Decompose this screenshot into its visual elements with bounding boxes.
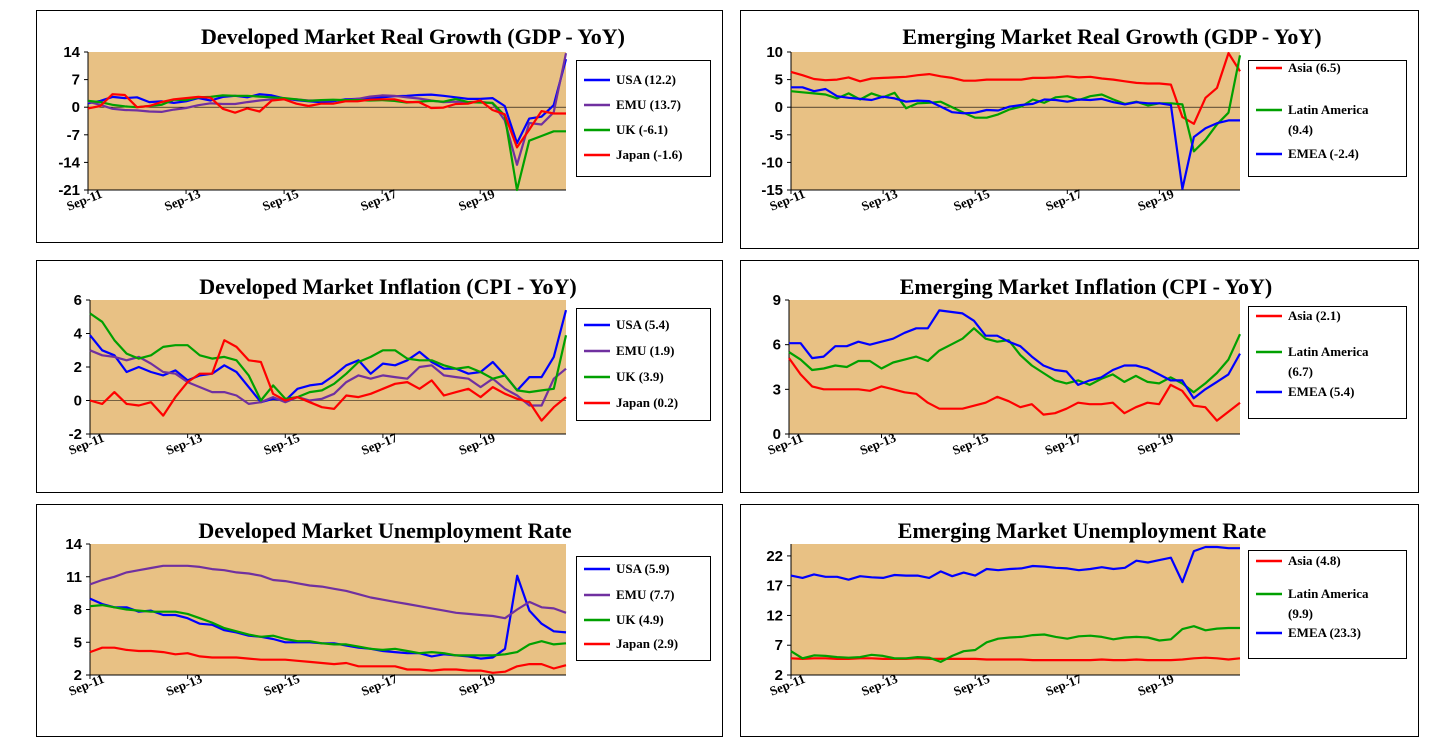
- y-tick-label: 11: [66, 569, 82, 586]
- y-tick-label: 14: [63, 44, 80, 61]
- legend-label: Asia (4.8): [1288, 553, 1341, 568]
- y-tick-label: 22: [766, 548, 783, 565]
- y-tick-label: -14: [58, 154, 80, 171]
- chart-title: Developed Market Inflation (CPI - YoY): [199, 274, 576, 299]
- series-line-1: [790, 656, 1241, 662]
- y-tick-label: 9: [773, 292, 781, 309]
- chart-title: Developed Market Real Growth (GDP - YoY): [201, 24, 625, 49]
- y-tick-label: -5: [770, 127, 783, 144]
- y-tick-label: 7: [72, 72, 80, 89]
- y-tick-label: 10: [766, 44, 783, 61]
- legend-label: Japan (2.9): [616, 636, 678, 651]
- chart-title: Emerging Market Real Growth (GDP - YoY): [902, 24, 1321, 49]
- y-tick-label: 8: [74, 602, 82, 619]
- y-tick-label: 3: [773, 381, 781, 398]
- chart-panel-3: Developed Market Inflation (CPI - YoY) 6 4…: [36, 260, 723, 493]
- legend-label: USA (5.9): [616, 561, 669, 576]
- y-tick-label: 2: [74, 359, 82, 376]
- legend-label: Latin America (6.7): [1288, 344, 1369, 379]
- series-line-3: [89, 312, 568, 402]
- legend-label: EMU (7.7): [616, 587, 675, 602]
- series-line-2: [788, 327, 1242, 394]
- chart-panel-2: Emerging Market Real Growth (GDP - YoY) 1…: [740, 10, 1419, 249]
- series-line-3: [790, 545, 1240, 584]
- legend-label: EMEA (5.4): [1288, 384, 1354, 399]
- y-tick-label: 0: [74, 393, 82, 410]
- y-tick-label: 5: [775, 72, 783, 89]
- plot-area: [789, 300, 1240, 434]
- legend-label: Japan (-1.6): [616, 147, 682, 162]
- legend-box: [1248, 60, 1407, 177]
- y-tick-label: 12: [766, 607, 783, 624]
- series-line-1: [790, 51, 1241, 125]
- y-tick-label: -7: [67, 127, 80, 144]
- series-line-2: [790, 625, 1240, 664]
- legend-label: EMU (13.7): [616, 97, 681, 112]
- y-tick-label: 4: [74, 326, 83, 343]
- y-tick-label: 17: [766, 578, 783, 595]
- chart-panel-4: Emerging Market Inflation (CPI - YoY) 9 6 3…: [740, 260, 1419, 493]
- legend-label: Asia (2.1): [1288, 308, 1341, 323]
- chart-panel-6: Emerging Market Unemployment Rate 22 17 12 7…: [740, 504, 1419, 737]
- legend-label: EMEA (-2.4): [1288, 146, 1359, 161]
- plot-area: [88, 52, 566, 190]
- chart-title: Emerging Market Unemployment Rate: [898, 518, 1267, 543]
- plot-area: [791, 544, 1240, 675]
- y-tick-label: 2: [775, 667, 783, 684]
- y-tick-label: 6: [74, 292, 82, 309]
- series-line-1: [788, 357, 1241, 422]
- series-line-4: [89, 646, 567, 674]
- series-line-2: [89, 564, 567, 620]
- legend-label: Asia (6.5): [1288, 60, 1341, 75]
- legend-label: USA (5.4): [616, 317, 669, 332]
- chart-title: Developed Market Unemployment Rate: [198, 518, 572, 543]
- legend-label: Latin America (9.9): [1288, 586, 1369, 621]
- chart-title: Emerging Market Inflation (CPI - YoY): [900, 274, 1273, 299]
- series-line-3: [791, 86, 1240, 190]
- y-tick-label: 0: [773, 426, 781, 443]
- legend-label: Japan (0.2): [616, 395, 678, 410]
- y-tick-label: 6: [773, 337, 781, 354]
- series-line-3: [789, 309, 1241, 400]
- legend-label: Latin America (9.4): [1288, 102, 1369, 137]
- y-tick-label: -10: [761, 154, 783, 171]
- series-line-4: [89, 339, 567, 422]
- y-tick-label: 5: [74, 634, 82, 651]
- series-line-2: [89, 349, 567, 407]
- y-tick-label: -15: [761, 182, 783, 199]
- legend-label: UK (-6.1): [616, 122, 668, 137]
- y-tick-label: -21: [58, 182, 80, 199]
- plot-area: [791, 52, 1240, 190]
- legend-label: USA (12.2): [616, 72, 676, 87]
- legend-label: UK (4.9): [616, 612, 664, 627]
- series-line-3: [89, 603, 567, 657]
- y-tick-label: 7: [775, 637, 783, 654]
- legend-box: [1248, 306, 1407, 419]
- series-line-3: [87, 94, 566, 192]
- legend-label: EMU (1.9): [616, 343, 675, 358]
- y-tick-label: -2: [69, 426, 82, 443]
- y-tick-label: 2: [74, 667, 82, 684]
- legend-label: EMEA (23.3): [1288, 625, 1361, 640]
- legend-label: UK (3.9): [616, 369, 664, 384]
- chart-panel-1: Developed Market Real Growth (GDP - YoY)…: [36, 10, 723, 243]
- legend-box: [1248, 550, 1407, 659]
- y-tick-label: 0: [775, 99, 783, 116]
- chart-panel-5: Developed Market Unemployment Rate 14 11 8 5…: [36, 504, 723, 737]
- y-tick-label: 0: [72, 99, 80, 116]
- y-tick-label: 14: [65, 536, 82, 553]
- series-line-4: [87, 93, 566, 149]
